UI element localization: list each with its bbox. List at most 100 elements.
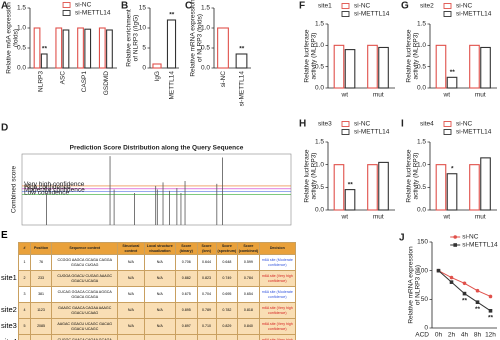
bar — [217, 27, 229, 69]
table-cell: 0.675 — [174, 286, 198, 303]
table-cell: N/A — [117, 318, 145, 335]
y-tick-label: 0.0 — [315, 85, 324, 92]
column-header: Score (spectrum) — [215, 242, 239, 255]
x-tick-label: 0h — [435, 332, 443, 339]
y-axis-label: activity (NLRP3) — [311, 33, 318, 80]
y-axis-label: (folds) — [13, 29, 20, 47]
significance: ** — [475, 306, 481, 313]
point — [475, 300, 480, 304]
y-axis-label: Relative enrichment — [126, 9, 133, 67]
legend-label: si-METTL14 — [456, 11, 492, 18]
x-tick-label: 4h — [461, 332, 469, 339]
table-cell: 0.880 — [215, 334, 239, 340]
legend-label: si-NC — [75, 2, 92, 9]
bar — [333, 44, 345, 89]
y-axis-label: of NLRP3 (%) — [415, 265, 422, 305]
bar — [84, 28, 92, 69]
y-axis-label: Relative mRNA expression — [190, 0, 197, 77]
table-cell: m6A site (Moderate confidence) — [258, 254, 297, 271]
point — [449, 280, 454, 284]
table-cell: N/A — [117, 254, 145, 271]
panel-letter: C — [185, 1, 192, 12]
y-tick-label: 0 — [424, 325, 428, 332]
legend-label: si-METTL14 — [354, 129, 390, 136]
point — [462, 281, 467, 286]
row-label-header — [0, 242, 19, 255]
bar — [344, 49, 356, 89]
panel-letter: J — [399, 233, 405, 244]
bar — [77, 27, 84, 69]
point — [475, 288, 480, 293]
column-header: Decision — [258, 242, 297, 255]
chart-title: site4 — [420, 121, 434, 128]
bar — [62, 29, 70, 69]
column-header: Score (combined) — [237, 242, 260, 255]
table-row: site1 2 233 CUGGA GGACU CUGAG AAAGC GGACU U… — [0, 270, 297, 287]
table-cell: N/A — [143, 334, 176, 340]
table-cell: 76 — [29, 254, 53, 271]
table-row: site3 5 2085 AAGAC GGACU UCAGC GACAG GGACU … — [0, 318, 297, 335]
y-tick-label: 1.0 — [201, 25, 210, 32]
table-cell: N/A — [143, 270, 176, 287]
row-label: site4 — [0, 334, 19, 340]
y-tick-label: 0.5 — [17, 45, 26, 52]
y-tick-label: 1.0 — [315, 161, 324, 168]
column-header: Score (knn) — [196, 242, 217, 255]
row-label: site3 — [0, 318, 19, 335]
legend-swatch — [341, 129, 350, 135]
table-cell: 0.654 — [237, 286, 260, 303]
y-axis-label: Relative luciferase — [406, 29, 413, 82]
y-tick-label: 1.5 — [417, 139, 426, 146]
table-cell: 0.922 — [174, 334, 198, 340]
significance: ** — [348, 181, 354, 188]
bar — [333, 164, 345, 211]
y-tick-label: 5 — [142, 45, 146, 52]
table-cell: 0.695 — [215, 286, 239, 303]
table-cell: 0.704 — [196, 286, 217, 303]
bar — [55, 27, 63, 69]
legend-marker — [453, 235, 458, 239]
column-header: Sequence context — [51, 242, 119, 255]
legend-label: si-METTL14 — [354, 11, 390, 18]
table-cell: 0.829 — [215, 318, 239, 335]
x-tick-label: mut — [373, 92, 384, 99]
threshold-label: High confidence — [24, 184, 71, 191]
table-cell: N/A — [117, 334, 145, 340]
x-tick-label: 8h — [474, 332, 482, 339]
legend-swatch — [62, 2, 71, 8]
x-tick-label: wt — [443, 92, 451, 99]
table-cell: 381 — [29, 286, 53, 303]
significance: ** — [462, 297, 468, 304]
table-cell: 2395 — [29, 334, 53, 340]
legend-label: si-METTL14 — [456, 129, 492, 136]
table-cell: m6A site (Very high confidence) — [258, 302, 297, 319]
bar — [152, 63, 162, 69]
bar — [98, 27, 106, 69]
legend-swatch — [341, 11, 350, 17]
table-cell: 0.818 — [237, 302, 260, 319]
legend-swatch — [341, 3, 350, 9]
panel-letter: D — [1, 123, 8, 134]
chart-title: site3 — [318, 121, 332, 128]
bar — [367, 164, 378, 211]
significance: ** — [239, 46, 245, 53]
table-cell: 2 — [18, 270, 31, 287]
column-header: Structural context — [117, 242, 145, 255]
point — [462, 291, 467, 296]
table-cell: 0.789 — [196, 302, 217, 319]
y-axis-label: of NLRP3 (/IgG) — [133, 15, 140, 62]
table-cell: CUGGA GGACU CUGAG AAAGC GGACU UCAGA — [51, 270, 119, 287]
table-cell: 0.840 — [237, 318, 260, 335]
y-tick-label: 0.5 — [315, 184, 324, 191]
threshold-label: Moderate confidence — [24, 187, 85, 194]
y-tick-label: 1.5 — [417, 21, 426, 28]
y-axis-label: activity (NLRP3) — [413, 33, 420, 80]
legend-swatch — [443, 11, 452, 17]
table-cell: N/A — [143, 254, 176, 271]
legend-label: si-NC — [354, 121, 371, 128]
legend-marker — [453, 243, 457, 247]
y-tick-label: 0.0 — [17, 65, 26, 72]
y-tick-label: 0.0 — [315, 207, 324, 214]
x-tick-label: mut — [373, 214, 384, 221]
point — [488, 309, 493, 313]
